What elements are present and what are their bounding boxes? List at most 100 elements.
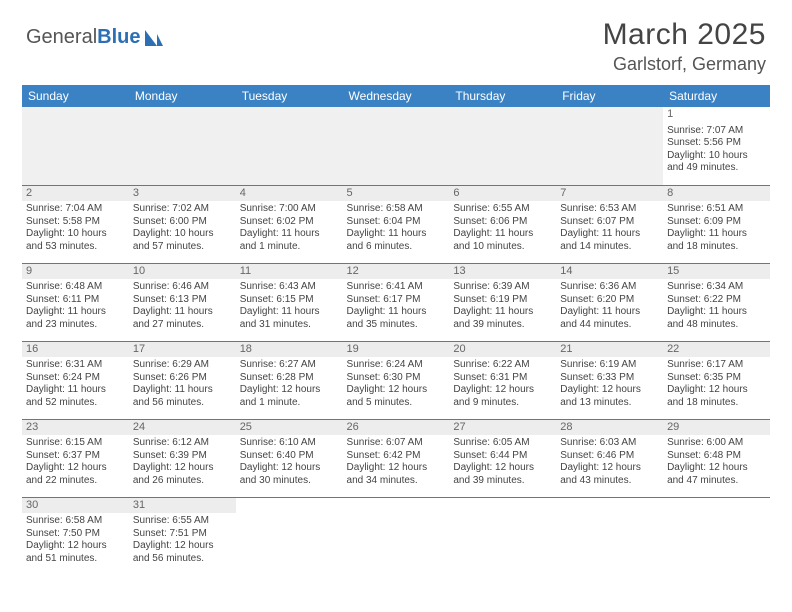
calendar-cell: 5Sunrise: 6:58 AMSunset: 6:04 PMDaylight… bbox=[343, 185, 450, 263]
day-details: Sunrise: 6:24 AMSunset: 6:30 PMDaylight:… bbox=[347, 359, 446, 409]
calendar-cell: 6Sunrise: 6:55 AMSunset: 6:06 PMDaylight… bbox=[449, 185, 556, 263]
day-details: Sunrise: 6:27 AMSunset: 6:28 PMDaylight:… bbox=[240, 359, 339, 409]
calendar-cell: 26Sunrise: 6:07 AMSunset: 6:42 PMDayligh… bbox=[343, 419, 450, 497]
logo-text-2: Blue bbox=[97, 26, 140, 49]
col-header: Tuesday bbox=[236, 85, 343, 107]
day-number: 8 bbox=[663, 186, 770, 202]
calendar-cell: 17Sunrise: 6:29 AMSunset: 6:26 PMDayligh… bbox=[129, 341, 236, 419]
day-number: 12 bbox=[343, 264, 450, 280]
day-details: Sunrise: 6:03 AMSunset: 6:46 PMDaylight:… bbox=[560, 437, 659, 487]
col-header: Wednesday bbox=[343, 85, 450, 107]
calendar-cell: 4Sunrise: 7:00 AMSunset: 6:02 PMDaylight… bbox=[236, 185, 343, 263]
day-number: 19 bbox=[343, 342, 450, 358]
location-subtitle: Garlstorf, Germany bbox=[603, 54, 766, 75]
day-number: 17 bbox=[129, 342, 236, 358]
calendar-cell bbox=[343, 497, 450, 575]
calendar-cell: 14Sunrise: 6:36 AMSunset: 6:20 PMDayligh… bbox=[556, 263, 663, 341]
day-details: Sunrise: 6:55 AMSunset: 6:06 PMDaylight:… bbox=[453, 203, 552, 253]
day-details: Sunrise: 6:55 AMSunset: 7:51 PMDaylight:… bbox=[133, 515, 232, 565]
calendar-cell: 7Sunrise: 6:53 AMSunset: 6:07 PMDaylight… bbox=[556, 185, 663, 263]
day-details: Sunrise: 6:29 AMSunset: 6:26 PMDaylight:… bbox=[133, 359, 232, 409]
day-details: Sunrise: 6:15 AMSunset: 6:37 PMDaylight:… bbox=[26, 437, 125, 487]
day-details: Sunrise: 6:22 AMSunset: 6:31 PMDaylight:… bbox=[453, 359, 552, 409]
day-number: 18 bbox=[236, 342, 343, 358]
calendar-cell: 18Sunrise: 6:27 AMSunset: 6:28 PMDayligh… bbox=[236, 341, 343, 419]
header-row: Sunday Monday Tuesday Wednesday Thursday… bbox=[22, 85, 770, 107]
day-number: 29 bbox=[663, 420, 770, 436]
calendar-cell: 22Sunrise: 6:17 AMSunset: 6:35 PMDayligh… bbox=[663, 341, 770, 419]
day-number: 26 bbox=[343, 420, 450, 436]
day-details: Sunrise: 7:04 AMSunset: 5:58 PMDaylight:… bbox=[26, 203, 125, 253]
day-details: Sunrise: 6:17 AMSunset: 6:35 PMDaylight:… bbox=[667, 359, 766, 409]
col-header: Thursday bbox=[449, 85, 556, 107]
day-number: 13 bbox=[449, 264, 556, 280]
day-number: 30 bbox=[22, 498, 129, 514]
calendar-row: 9Sunrise: 6:48 AMSunset: 6:11 PMDaylight… bbox=[22, 263, 770, 341]
calendar-table: Sunday Monday Tuesday Wednesday Thursday… bbox=[22, 85, 770, 575]
day-number: 9 bbox=[22, 264, 129, 280]
day-details: Sunrise: 6:31 AMSunset: 6:24 PMDaylight:… bbox=[26, 359, 125, 409]
day-number: 11 bbox=[236, 264, 343, 280]
day-number: 20 bbox=[449, 342, 556, 358]
calendar-cell: 16Sunrise: 6:31 AMSunset: 6:24 PMDayligh… bbox=[22, 341, 129, 419]
day-details: Sunrise: 7:02 AMSunset: 6:00 PMDaylight:… bbox=[133, 203, 232, 253]
day-details: Sunrise: 6:36 AMSunset: 6:20 PMDaylight:… bbox=[560, 281, 659, 331]
day-number: 15 bbox=[663, 264, 770, 280]
day-number: 25 bbox=[236, 420, 343, 436]
day-number: 10 bbox=[129, 264, 236, 280]
calendar-cell: 27Sunrise: 6:05 AMSunset: 6:44 PMDayligh… bbox=[449, 419, 556, 497]
day-details: Sunrise: 6:07 AMSunset: 6:42 PMDaylight:… bbox=[347, 437, 446, 487]
col-header: Saturday bbox=[663, 85, 770, 107]
day-number: 6 bbox=[449, 186, 556, 202]
calendar-cell: 15Sunrise: 6:34 AMSunset: 6:22 PMDayligh… bbox=[663, 263, 770, 341]
day-details: Sunrise: 6:43 AMSunset: 6:15 PMDaylight:… bbox=[240, 281, 339, 331]
day-details: Sunrise: 6:00 AMSunset: 6:48 PMDaylight:… bbox=[667, 437, 766, 487]
calendar-cell bbox=[556, 497, 663, 575]
calendar-cell: 11Sunrise: 6:43 AMSunset: 6:15 PMDayligh… bbox=[236, 263, 343, 341]
calendar-cell: 19Sunrise: 6:24 AMSunset: 6:30 PMDayligh… bbox=[343, 341, 450, 419]
calendar-cell: 23Sunrise: 6:15 AMSunset: 6:37 PMDayligh… bbox=[22, 419, 129, 497]
sail-icon bbox=[143, 28, 165, 48]
calendar-cell: 13Sunrise: 6:39 AMSunset: 6:19 PMDayligh… bbox=[449, 263, 556, 341]
day-number: 14 bbox=[556, 264, 663, 280]
day-details: Sunrise: 6:12 AMSunset: 6:39 PMDaylight:… bbox=[133, 437, 232, 487]
calendar-cell bbox=[556, 107, 663, 185]
day-number: 5 bbox=[343, 186, 450, 202]
day-details: Sunrise: 6:41 AMSunset: 6:17 PMDaylight:… bbox=[347, 281, 446, 331]
calendar-cell: 8Sunrise: 6:51 AMSunset: 6:09 PMDaylight… bbox=[663, 185, 770, 263]
day-details: Sunrise: 7:07 AMSunset: 5:56 PMDaylight:… bbox=[667, 125, 766, 175]
calendar-row: 1Sunrise: 7:07 AMSunset: 5:56 PMDaylight… bbox=[22, 107, 770, 185]
month-title: March 2025 bbox=[603, 18, 766, 52]
calendar-cell bbox=[22, 107, 129, 185]
day-details: Sunrise: 6:46 AMSunset: 6:13 PMDaylight:… bbox=[133, 281, 232, 331]
page-header: GeneralBlue March 2025 Garlstorf, German… bbox=[0, 0, 792, 81]
day-number: 7 bbox=[556, 186, 663, 202]
calendar-cell: 28Sunrise: 6:03 AMSunset: 6:46 PMDayligh… bbox=[556, 419, 663, 497]
day-details: Sunrise: 6:58 AMSunset: 7:50 PMDaylight:… bbox=[26, 515, 125, 565]
calendar-cell: 2Sunrise: 7:04 AMSunset: 5:58 PMDaylight… bbox=[22, 185, 129, 263]
logo-text-1: General bbox=[26, 26, 97, 49]
day-details: Sunrise: 6:48 AMSunset: 6:11 PMDaylight:… bbox=[26, 281, 125, 331]
day-number: 23 bbox=[22, 420, 129, 436]
day-number: 24 bbox=[129, 420, 236, 436]
day-details: Sunrise: 6:10 AMSunset: 6:40 PMDaylight:… bbox=[240, 437, 339, 487]
calendar-cell bbox=[129, 107, 236, 185]
logo: GeneralBlue bbox=[26, 26, 165, 49]
calendar-cell bbox=[343, 107, 450, 185]
calendar-cell: 12Sunrise: 6:41 AMSunset: 6:17 PMDayligh… bbox=[343, 263, 450, 341]
calendar-cell: 30Sunrise: 6:58 AMSunset: 7:50 PMDayligh… bbox=[22, 497, 129, 575]
calendar-cell: 3Sunrise: 7:02 AMSunset: 6:00 PMDaylight… bbox=[129, 185, 236, 263]
calendar-cell: 9Sunrise: 6:48 AMSunset: 6:11 PMDaylight… bbox=[22, 263, 129, 341]
day-number: 22 bbox=[663, 342, 770, 358]
calendar-cell: 10Sunrise: 6:46 AMSunset: 6:13 PMDayligh… bbox=[129, 263, 236, 341]
calendar-row: 30Sunrise: 6:58 AMSunset: 7:50 PMDayligh… bbox=[22, 497, 770, 575]
day-details: Sunrise: 6:34 AMSunset: 6:22 PMDaylight:… bbox=[667, 281, 766, 331]
day-details: Sunrise: 7:00 AMSunset: 6:02 PMDaylight:… bbox=[240, 203, 339, 253]
day-details: Sunrise: 6:19 AMSunset: 6:33 PMDaylight:… bbox=[560, 359, 659, 409]
calendar-row: 23Sunrise: 6:15 AMSunset: 6:37 PMDayligh… bbox=[22, 419, 770, 497]
calendar-cell: 21Sunrise: 6:19 AMSunset: 6:33 PMDayligh… bbox=[556, 341, 663, 419]
calendar-cell: 1Sunrise: 7:07 AMSunset: 5:56 PMDaylight… bbox=[663, 107, 770, 185]
calendar-row: 2Sunrise: 7:04 AMSunset: 5:58 PMDaylight… bbox=[22, 185, 770, 263]
calendar-cell bbox=[449, 107, 556, 185]
day-number: 3 bbox=[129, 186, 236, 202]
